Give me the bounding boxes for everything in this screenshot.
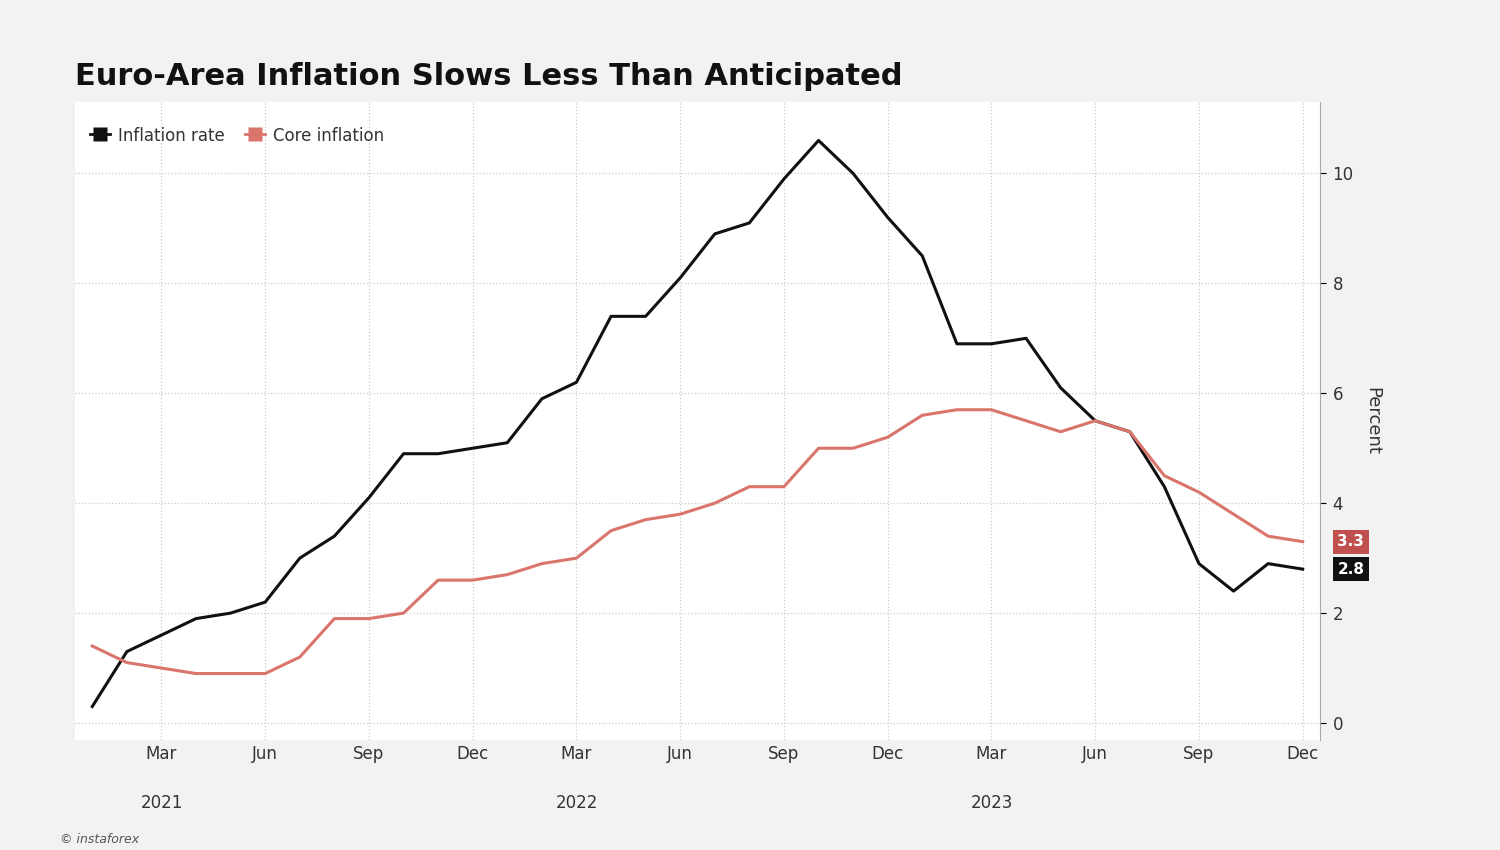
Text: 2021: 2021 — [141, 794, 183, 812]
Y-axis label: Percent: Percent — [1364, 387, 1382, 455]
Text: Euro-Area Inflation Slows Less Than Anticipated: Euro-Area Inflation Slows Less Than Anti… — [75, 62, 903, 91]
Text: © instaforex: © instaforex — [60, 833, 140, 846]
Text: 2.8: 2.8 — [1338, 562, 1365, 576]
Text: 2022: 2022 — [555, 794, 597, 812]
Text: 3.3: 3.3 — [1338, 534, 1364, 549]
Text: 2023: 2023 — [970, 794, 1012, 812]
Legend: Inflation rate, Core inflation: Inflation rate, Core inflation — [84, 120, 392, 151]
